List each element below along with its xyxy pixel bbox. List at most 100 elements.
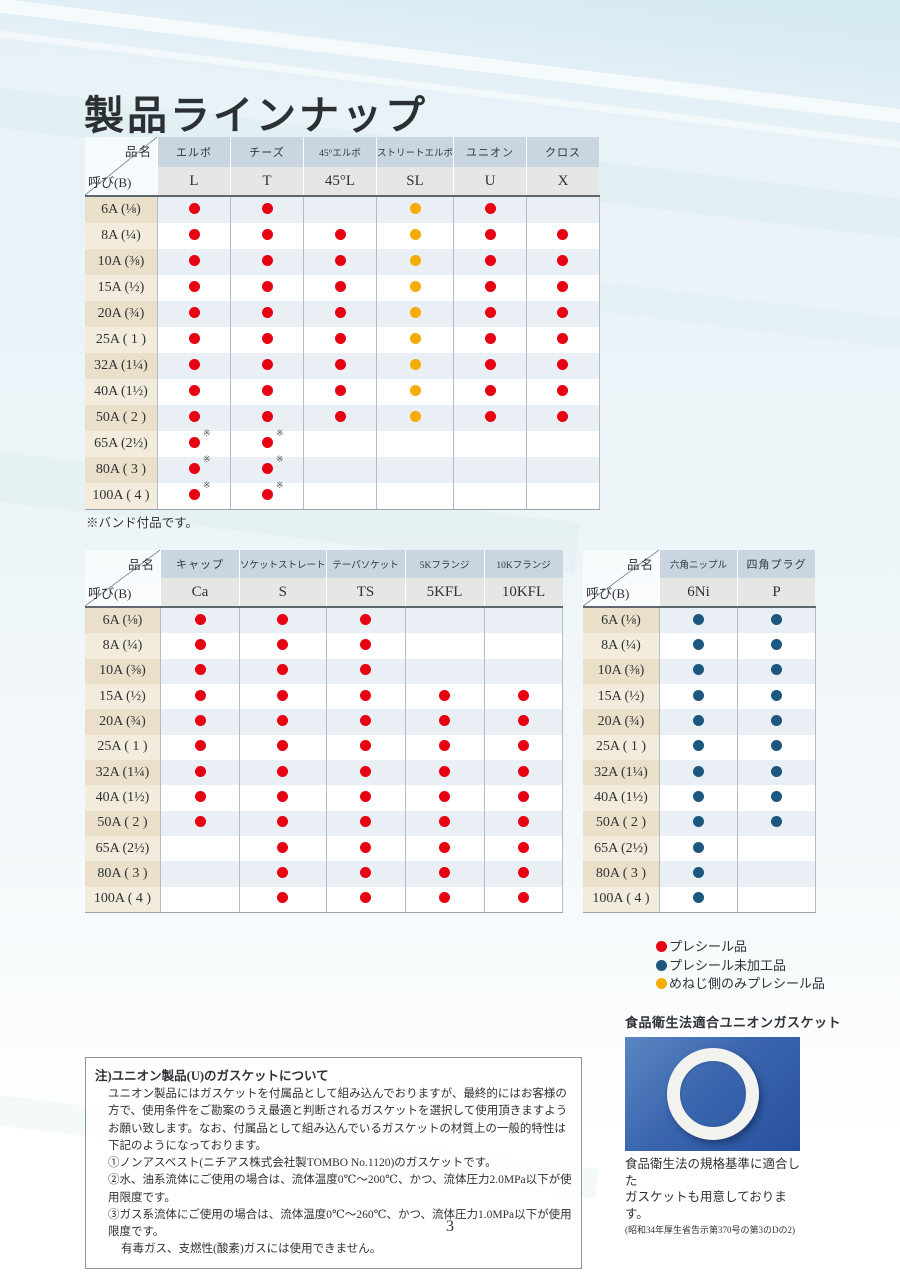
availability-mark	[409, 307, 421, 318]
dot-red-icon	[557, 229, 569, 240]
availability-mark	[409, 229, 421, 240]
dot-yellow-icon	[409, 411, 421, 422]
dot-red-icon	[517, 790, 529, 802]
availability-cell	[325, 810, 406, 836]
availability-cell	[737, 886, 816, 913]
table-row: 10A (⅜)	[85, 249, 600, 275]
availability-mark	[517, 892, 529, 904]
availability-cell	[526, 275, 600, 301]
availability-mark	[693, 740, 704, 752]
availability-mark	[484, 385, 496, 396]
dot-blue-icon	[693, 689, 704, 701]
availability-mark	[277, 638, 289, 650]
availability-cell	[483, 633, 564, 659]
availability-cell	[239, 633, 327, 659]
availability-cell	[453, 483, 527, 510]
size-label: 65A (2½)	[85, 835, 161, 862]
availability-mark	[770, 790, 782, 802]
dot-red-icon	[194, 613, 206, 625]
availability-cell	[230, 249, 304, 275]
dot-red-icon	[517, 816, 529, 828]
availability-mark	[360, 638, 372, 650]
availability-cell	[303, 301, 377, 327]
dot-red-icon	[194, 689, 206, 701]
availability-cell	[404, 607, 485, 634]
note-line: 有毒ガス、支燃性(酸素)ガスには使用できません。	[121, 1243, 382, 1256]
availability-cell: ※	[157, 455, 231, 483]
availability-cell	[160, 810, 240, 836]
availability-cell	[303, 405, 377, 431]
dot-red-icon	[188, 307, 200, 318]
availability-mark	[693, 689, 704, 701]
availability-cell	[160, 683, 240, 710]
dot-red-icon	[484, 203, 496, 214]
availability-mark	[693, 714, 704, 726]
table-row: 8A (¼)	[583, 633, 816, 659]
availability-cell	[737, 810, 816, 836]
dot-red-icon	[277, 790, 289, 802]
availability-mark	[194, 765, 206, 777]
dot-yellow-icon	[409, 255, 421, 266]
availability-cell	[404, 683, 485, 710]
corner-label-product-name: 品名	[124, 145, 152, 159]
size-label: 8A (¼)	[85, 223, 158, 249]
availability-mark	[439, 816, 451, 828]
size-label: 100A ( 4 )	[583, 886, 660, 913]
dot-red-icon	[557, 411, 569, 422]
availability-cell	[483, 683, 564, 710]
availability-cell	[659, 683, 738, 710]
availability-mark	[557, 281, 569, 292]
legend-item: プレシール品	[656, 938, 825, 957]
legend-item: めねじ側のみプレシール品	[656, 975, 825, 994]
availability-cell	[453, 327, 527, 353]
table-row: 15A (½)	[85, 275, 600, 301]
dot-red-icon	[517, 689, 529, 701]
availability-mark	[484, 281, 496, 292]
dot-blue-icon	[656, 959, 667, 971]
column-code: Ca	[160, 578, 240, 608]
size-label: 15A (½)	[85, 275, 158, 301]
dot-blue-icon	[770, 638, 782, 650]
dot-red-icon	[360, 740, 372, 752]
availability-mark	[194, 664, 206, 676]
availability-cell	[303, 431, 377, 457]
table-row: 65A (2½) ※ ※	[85, 429, 600, 457]
dot-red-icon	[439, 816, 451, 828]
dot-red-icon	[360, 638, 372, 650]
availability-mark	[517, 689, 529, 701]
availability-mark	[334, 255, 346, 266]
availability-cell	[453, 405, 527, 431]
table-row: 80A ( 3 )	[85, 861, 564, 887]
availability-mark	[439, 892, 451, 904]
availability-cell	[375, 353, 454, 379]
availability-cell	[737, 658, 816, 684]
table-row: 40A (1½)	[583, 785, 816, 811]
availability-mark	[194, 740, 206, 752]
table-corner-cell: 品名 呼び(B)	[85, 137, 158, 197]
availability-mark	[277, 765, 289, 777]
dot-red-icon	[261, 385, 273, 396]
dot-blue-icon	[693, 638, 704, 650]
dot-red-icon	[360, 714, 372, 726]
availability-cell	[325, 709, 406, 735]
availability-cell	[404, 759, 485, 786]
dot-yellow-icon	[409, 307, 421, 318]
availability-cell	[303, 379, 377, 405]
dot-blue-icon	[693, 765, 704, 777]
dot-red-icon	[334, 307, 346, 318]
corner-label-product-name: 品名	[626, 558, 654, 572]
availability-mark	[693, 816, 704, 828]
availability-cell	[453, 431, 527, 457]
gasket-caption: 食品衛生法の規格基準に適合した ガスケットも用意しております。	[625, 1156, 805, 1222]
gasket-caption-line: 食品衛生法の規格基準に適合した	[625, 1157, 801, 1188]
dot-red-icon	[194, 765, 206, 777]
table-row: 40A (1½)	[85, 785, 564, 811]
availability-cell	[325, 683, 406, 710]
availability-mark	[484, 333, 496, 344]
availability-mark	[334, 307, 346, 318]
availability-cell	[526, 223, 600, 249]
table-row: 50A ( 2 )	[85, 810, 564, 836]
availability-cell	[325, 759, 406, 786]
table-row: 50A ( 2 )	[85, 405, 600, 431]
dot-red-icon	[194, 664, 206, 676]
